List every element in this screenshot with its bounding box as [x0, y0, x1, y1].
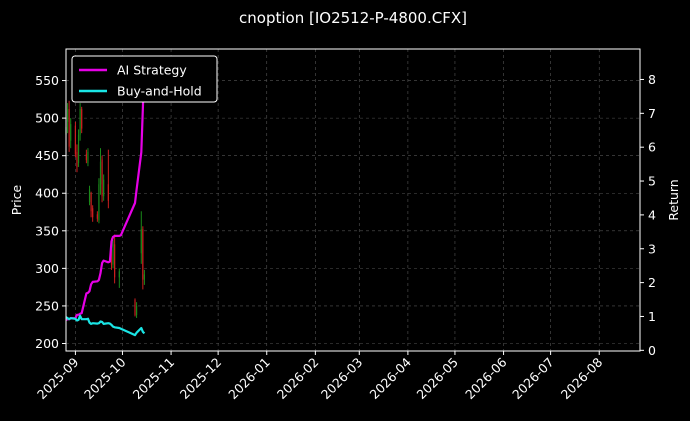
y-axis-right: 0 1 2 3 4 5 6 7 8: [640, 72, 656, 358]
y-axis-right-title: Return: [666, 179, 681, 220]
candle-body: [92, 208, 94, 218]
y-tick-label-left: 200: [35, 336, 59, 351]
series-lines: [65, 64, 146, 337]
candle-body: [68, 109, 70, 147]
y-tick-label-right: 5: [648, 174, 656, 189]
legend: AI Strategy Buy-and-Hold: [71, 55, 218, 103]
y-tick-label-left: 300: [35, 261, 59, 276]
candle-body: [90, 193, 92, 212]
y-tick-label-left: 350: [35, 223, 59, 238]
candle-body: [140, 229, 142, 254]
candle-body: [118, 271, 120, 278]
candle-body: [110, 249, 113, 265]
candle-body: [74, 125, 77, 155]
candle-body: [66, 109, 69, 122]
candle-body: [107, 184, 109, 201]
candle-body: [135, 305, 138, 315]
candle-body: [112, 244, 114, 265]
candle-body: [103, 179, 105, 197]
candle-body: [101, 159, 103, 197]
y-tick-label-right: 8: [648, 72, 656, 87]
plot-frame: [65, 48, 641, 352]
candle-body: [99, 161, 102, 185]
y-tick-label-left: 450: [35, 148, 59, 163]
candle-body: [96, 214, 98, 219]
candle-body: [88, 189, 91, 203]
candle-body: [77, 134, 80, 164]
y-tick-label-left: 500: [35, 111, 59, 126]
candle-body: [143, 274, 146, 280]
series-line-buy-and-hold: [65, 314, 146, 337]
y-tick-label-right: 4: [648, 207, 656, 222]
candle-body: [81, 109, 83, 129]
candle-body: [85, 154, 87, 161]
y-tick-label-right: 7: [648, 106, 656, 121]
y-tick-label-right: 1: [648, 309, 656, 324]
y-axis-left: 200 250 300 350 400 450 500 550: [35, 73, 66, 351]
y-tick-label-left: 250: [35, 298, 59, 313]
candle-body: [134, 299, 136, 315]
y-tick-label-right: 3: [648, 241, 656, 256]
candle-body: [76, 151, 78, 167]
legend-label-buy-and-hold: Buy-and-Hold: [117, 84, 202, 99]
y-tick-label-right: 2: [648, 275, 656, 290]
grid: [66, 49, 640, 351]
candle-body: [87, 151, 89, 164]
y-tick-label-left: 550: [35, 73, 59, 88]
y-tick-label-left: 400: [35, 186, 59, 201]
chart-title: cnoption [IO2512-P-4800.CFX]: [239, 9, 467, 27]
candle-body: [70, 124, 72, 141]
y-axis-left-title: Price: [9, 184, 24, 215]
candle-body: [114, 244, 116, 278]
candle-body: [79, 109, 81, 135]
candle-body: [142, 229, 144, 280]
legend-box: [71, 55, 218, 103]
legend-label-ai-strategy: AI Strategy: [117, 63, 187, 78]
series-line-ai-strategy: [65, 64, 146, 321]
y-tick-label-right: 0: [648, 343, 656, 358]
y-tick-label-right: 6: [648, 140, 656, 155]
candle-body: [98, 184, 100, 221]
